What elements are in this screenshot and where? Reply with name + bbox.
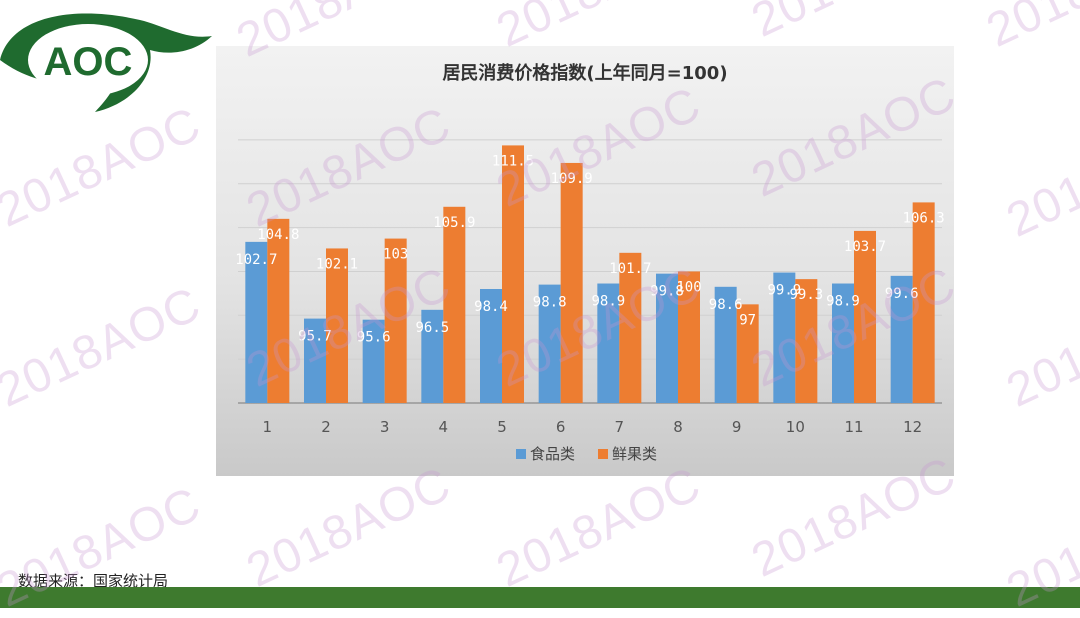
bar-fruit: [267, 218, 290, 403]
data-label: 104.8: [257, 227, 299, 243]
bar-fruit: [912, 202, 935, 403]
legend: 食品类 鲜果类: [516, 445, 657, 463]
data-label: 106.3: [903, 210, 945, 226]
bar-food: [245, 241, 268, 403]
data-label: 101.7: [609, 261, 651, 277]
bar-fruit: [619, 252, 642, 403]
bar-fruit: [854, 230, 876, 403]
watermark-text: 2018AOC: [744, 0, 965, 48]
x-tick-label: 5: [497, 418, 507, 436]
cpi-bar-chart: 102.7104.895.7102.195.610396.5105.998.41…: [235, 62, 944, 463]
x-tick-labels: 1 2 3 4 5 6 7 8 9 10 11 12: [263, 418, 923, 436]
watermark-text: 2018AOC: [999, 107, 1080, 248]
data-label: 100: [676, 279, 701, 295]
data-label: 97: [739, 312, 756, 328]
x-tick-label: 12: [903, 418, 922, 436]
bar-fruit: [326, 248, 348, 403]
bar-fruit: [795, 279, 818, 403]
legend-swatch-food: [516, 449, 526, 459]
bar-food: [714, 286, 737, 403]
data-label: 99.6: [885, 286, 919, 302]
data-label: 95.7: [298, 329, 332, 345]
x-tick-label: 6: [556, 418, 566, 436]
bars: [245, 145, 935, 403]
x-tick-label: 9: [732, 418, 742, 436]
x-tick-label: 10: [786, 418, 805, 436]
data-label: 102.7: [235, 252, 277, 268]
bar-fruit: [560, 162, 583, 403]
watermark-text: 2018AOC: [239, 457, 459, 598]
data-label: 98.9: [591, 294, 625, 310]
data-label: 95.6: [357, 330, 391, 346]
bar-food: [773, 272, 796, 403]
source-note: 数据来源：国家统计局: [18, 572, 169, 590]
data-label: 99.9: [767, 283, 801, 299]
x-tick-label: 3: [380, 418, 390, 436]
data-label: 103: [383, 247, 408, 263]
legend-label: 鲜果类: [612, 445, 657, 463]
x-tick-label: 4: [439, 418, 449, 436]
data-label: 103.7: [844, 239, 886, 255]
watermark-text: 2018AOC: [999, 277, 1080, 418]
watermark-text: 2018AOC: [489, 457, 709, 598]
legend-swatch-fruit: [598, 449, 608, 459]
x-tick-label: 7: [615, 418, 625, 436]
data-label: 98.8: [533, 295, 567, 311]
data-label: 102.1: [316, 256, 358, 272]
data-label: 105.9: [433, 215, 475, 231]
bar-food: [832, 283, 854, 403]
logo-oval: [28, 24, 148, 96]
chart-title: 居民消费价格指数(上年同月=100): [442, 62, 727, 84]
data-label: 96.5: [415, 320, 449, 336]
bar-food: [890, 275, 913, 403]
legend-label: 食品类: [530, 445, 575, 463]
bar-food: [421, 309, 444, 403]
chart-panel: 102.7 104.8 95.7 102.1 95.6 103 96.5 105.9 98.4 1…: [216, 46, 954, 476]
watermark-text: 2018AOC: [979, 0, 1080, 58]
watermark-text: 2018AOC: [0, 277, 209, 418]
aoc-logo: AOC: [0, 13, 212, 113]
x-tick-label: 11: [844, 418, 863, 436]
data-label: 111.5: [492, 153, 534, 169]
bar-food: [362, 319, 385, 403]
data-label: 98.9: [826, 294, 860, 310]
bottom-bar: [0, 587, 1080, 608]
data-label: 109.9: [551, 171, 593, 187]
grid-lines: [238, 139, 942, 404]
x-tick-label: 2: [321, 418, 331, 436]
bar-fruit: [736, 304, 759, 403]
data-labels: 102.7 104.8 95.7 102.1 95.6 103 96.5 105.9 98.4 1…: [235, 153, 944, 345]
bar-food: [656, 273, 678, 403]
bar-food: [480, 289, 502, 403]
bar-fruit: [443, 206, 466, 403]
bar-food: [597, 283, 620, 403]
x-tick-label: 1: [263, 418, 273, 436]
bar-fruit: [384, 238, 407, 403]
x-tick-label: 8: [673, 418, 683, 436]
bar-food: [304, 318, 326, 403]
bar-food: [538, 284, 561, 403]
bar-fruit: [502, 145, 524, 403]
data-label: 98.4: [474, 299, 508, 315]
logo-text: AOC: [44, 40, 133, 84]
data-label: 98.6: [709, 297, 743, 313]
data-label: 99.8: [650, 284, 684, 300]
data-label: 99.3: [789, 287, 823, 303]
bar-fruit: [678, 271, 700, 403]
